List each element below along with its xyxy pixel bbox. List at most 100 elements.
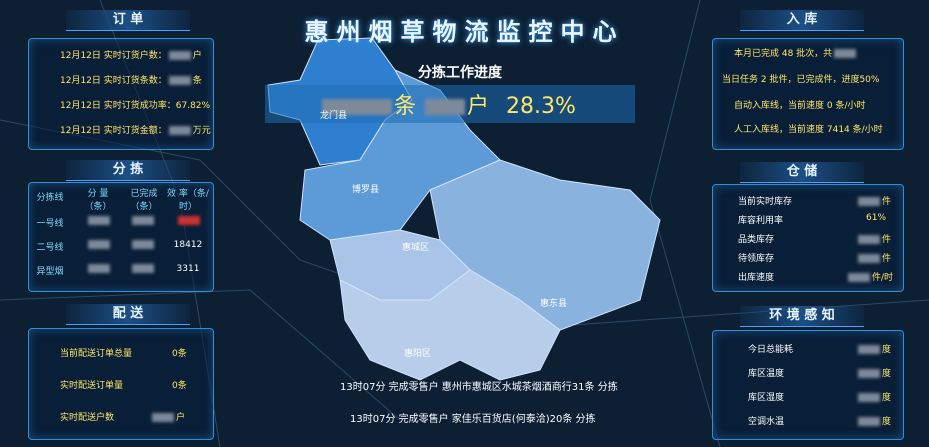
- storage-label: 待领库存: [738, 254, 775, 264]
- masked: [168, 51, 191, 60]
- masked: [132, 264, 154, 273]
- cell: [130, 264, 156, 274]
- label: 12月12日 实时订货金额：: [60, 126, 167, 136]
- cell: [86, 264, 112, 274]
- masked: [322, 99, 392, 115]
- masked: [858, 369, 880, 378]
- unit: 件: [882, 197, 892, 207]
- progress-title: 分拣工作进度: [418, 65, 502, 81]
- region-label: 惠阳区: [404, 349, 432, 359]
- env-value: 度: [856, 390, 891, 403]
- inbound-row: 人工入库线，当前速度 7414 条/小时: [734, 125, 883, 135]
- unit: 度: [882, 369, 892, 379]
- storage-label: 库容利用率: [738, 216, 784, 226]
- panel-title: 仓 储: [740, 162, 864, 183]
- sorting-panel: [28, 182, 214, 292]
- region-shape: [339, 269, 561, 381]
- storage-value: 61%: [866, 213, 887, 223]
- panel-title: 分 拣: [66, 160, 190, 181]
- storage-value: 件: [856, 251, 891, 264]
- delivery-panel: [28, 328, 214, 440]
- masked: [88, 216, 110, 225]
- delivery-row: 当前配送订单总量: [60, 346, 132, 359]
- region-label: 惠城区: [402, 243, 430, 253]
- region-label: 惠东县: [540, 299, 568, 309]
- percent: 28.3%: [506, 94, 576, 119]
- storage-value: 件: [856, 232, 891, 245]
- panel-title: 环 境 感 知: [740, 306, 864, 327]
- column-header: 效 率（条/时）: [167, 189, 209, 212]
- column-header: 已完成（条）: [130, 189, 158, 212]
- env-label: 空调水温: [748, 417, 785, 427]
- masked: [425, 99, 466, 115]
- unit: 度: [882, 417, 892, 427]
- unit: 件/时: [872, 273, 894, 283]
- cell: [86, 240, 112, 250]
- order-row: 12月12日 实时订货金额： 万元: [60, 123, 211, 136]
- masked: [858, 197, 880, 206]
- unit: 条: [192, 76, 202, 86]
- label: 本月已完成 48 批次，共: [734, 49, 833, 59]
- unit: 件: [882, 254, 892, 264]
- line-name: 二号线: [36, 243, 64, 253]
- masked: [848, 273, 870, 282]
- label: 实时配送户数: [60, 413, 115, 423]
- label: 12月12日 实时订货户数：: [60, 51, 167, 61]
- order-row: 12月12日 实时订货条数： 条: [60, 73, 202, 86]
- masked: [178, 216, 200, 225]
- page-title: 惠州烟草物流监控中心: [304, 18, 625, 46]
- inbound-row: 当日任务 2 批件，已完成件，进度50%: [722, 75, 880, 85]
- line-name: 异型烟: [36, 267, 64, 277]
- env-value: 度: [856, 414, 891, 427]
- masked: [858, 235, 880, 244]
- masked: [168, 126, 191, 135]
- masked: [834, 49, 857, 58]
- column-header: 分拣线: [36, 193, 64, 203]
- message: 13时07分 完成零售户 惠州市惠城区水城茶烟酒商行31条 分拣: [340, 382, 618, 393]
- masked: [132, 216, 154, 225]
- message: 13时07分 完成零售户 家佳乐百货店(何泰洽)20条 分拣: [350, 414, 596, 425]
- storage-value: 件/时: [846, 270, 893, 283]
- unit: 件: [882, 235, 892, 245]
- delivery-value: 0条: [172, 381, 187, 391]
- cell: [176, 216, 202, 226]
- storage-value: 件: [856, 194, 891, 207]
- panel-title: 入 库: [740, 10, 864, 31]
- label: 12月12日 实时订货成功率：67.82%: [60, 101, 211, 111]
- storage-label: 出库速度: [738, 273, 775, 283]
- env-value: 度: [856, 342, 891, 355]
- storage-label: 品类库存: [738, 235, 775, 245]
- masked: [168, 76, 191, 85]
- label: 当前配送订单总量: [60, 349, 133, 359]
- cell: [130, 216, 156, 226]
- cell: 18412: [173, 240, 203, 250]
- env-label: 库区湿度: [748, 393, 785, 403]
- env-label: 库区温度: [748, 369, 785, 379]
- column-header: 分 量（条）: [84, 189, 112, 212]
- order-row: 12月12日 实时订货成功率：67.82%: [60, 98, 210, 111]
- delivery-value: 户: [150, 410, 185, 423]
- masked: [858, 345, 880, 354]
- region-label: 龙门县: [320, 111, 348, 121]
- unit: 万元: [192, 126, 211, 136]
- cell: 3311: [176, 264, 200, 274]
- env-label: 今日总能耗: [748, 345, 794, 355]
- label: 12月12日 实时订货条数：: [60, 76, 167, 86]
- masked: [858, 393, 880, 402]
- inbound-panel: [712, 38, 904, 150]
- cell: [130, 240, 156, 250]
- progress-value: 条 户 28.3%: [320, 88, 576, 120]
- unit: 户: [467, 94, 490, 119]
- label: 实时配送订单量: [60, 381, 124, 391]
- masked: [132, 240, 154, 249]
- delivery-value: 0条: [172, 349, 187, 359]
- order-row: 12月12日 实时订货户数： 户: [60, 48, 202, 61]
- panel-title: 订 单: [66, 10, 190, 31]
- inbound-row: 自动入库线，当前速度 0 条/小时: [734, 101, 866, 111]
- storage-label: 当前实时库存: [738, 197, 793, 207]
- line-name: 一号线: [36, 219, 64, 229]
- masked: [858, 254, 880, 263]
- unit: 户: [176, 413, 186, 423]
- unit: 度: [882, 345, 892, 355]
